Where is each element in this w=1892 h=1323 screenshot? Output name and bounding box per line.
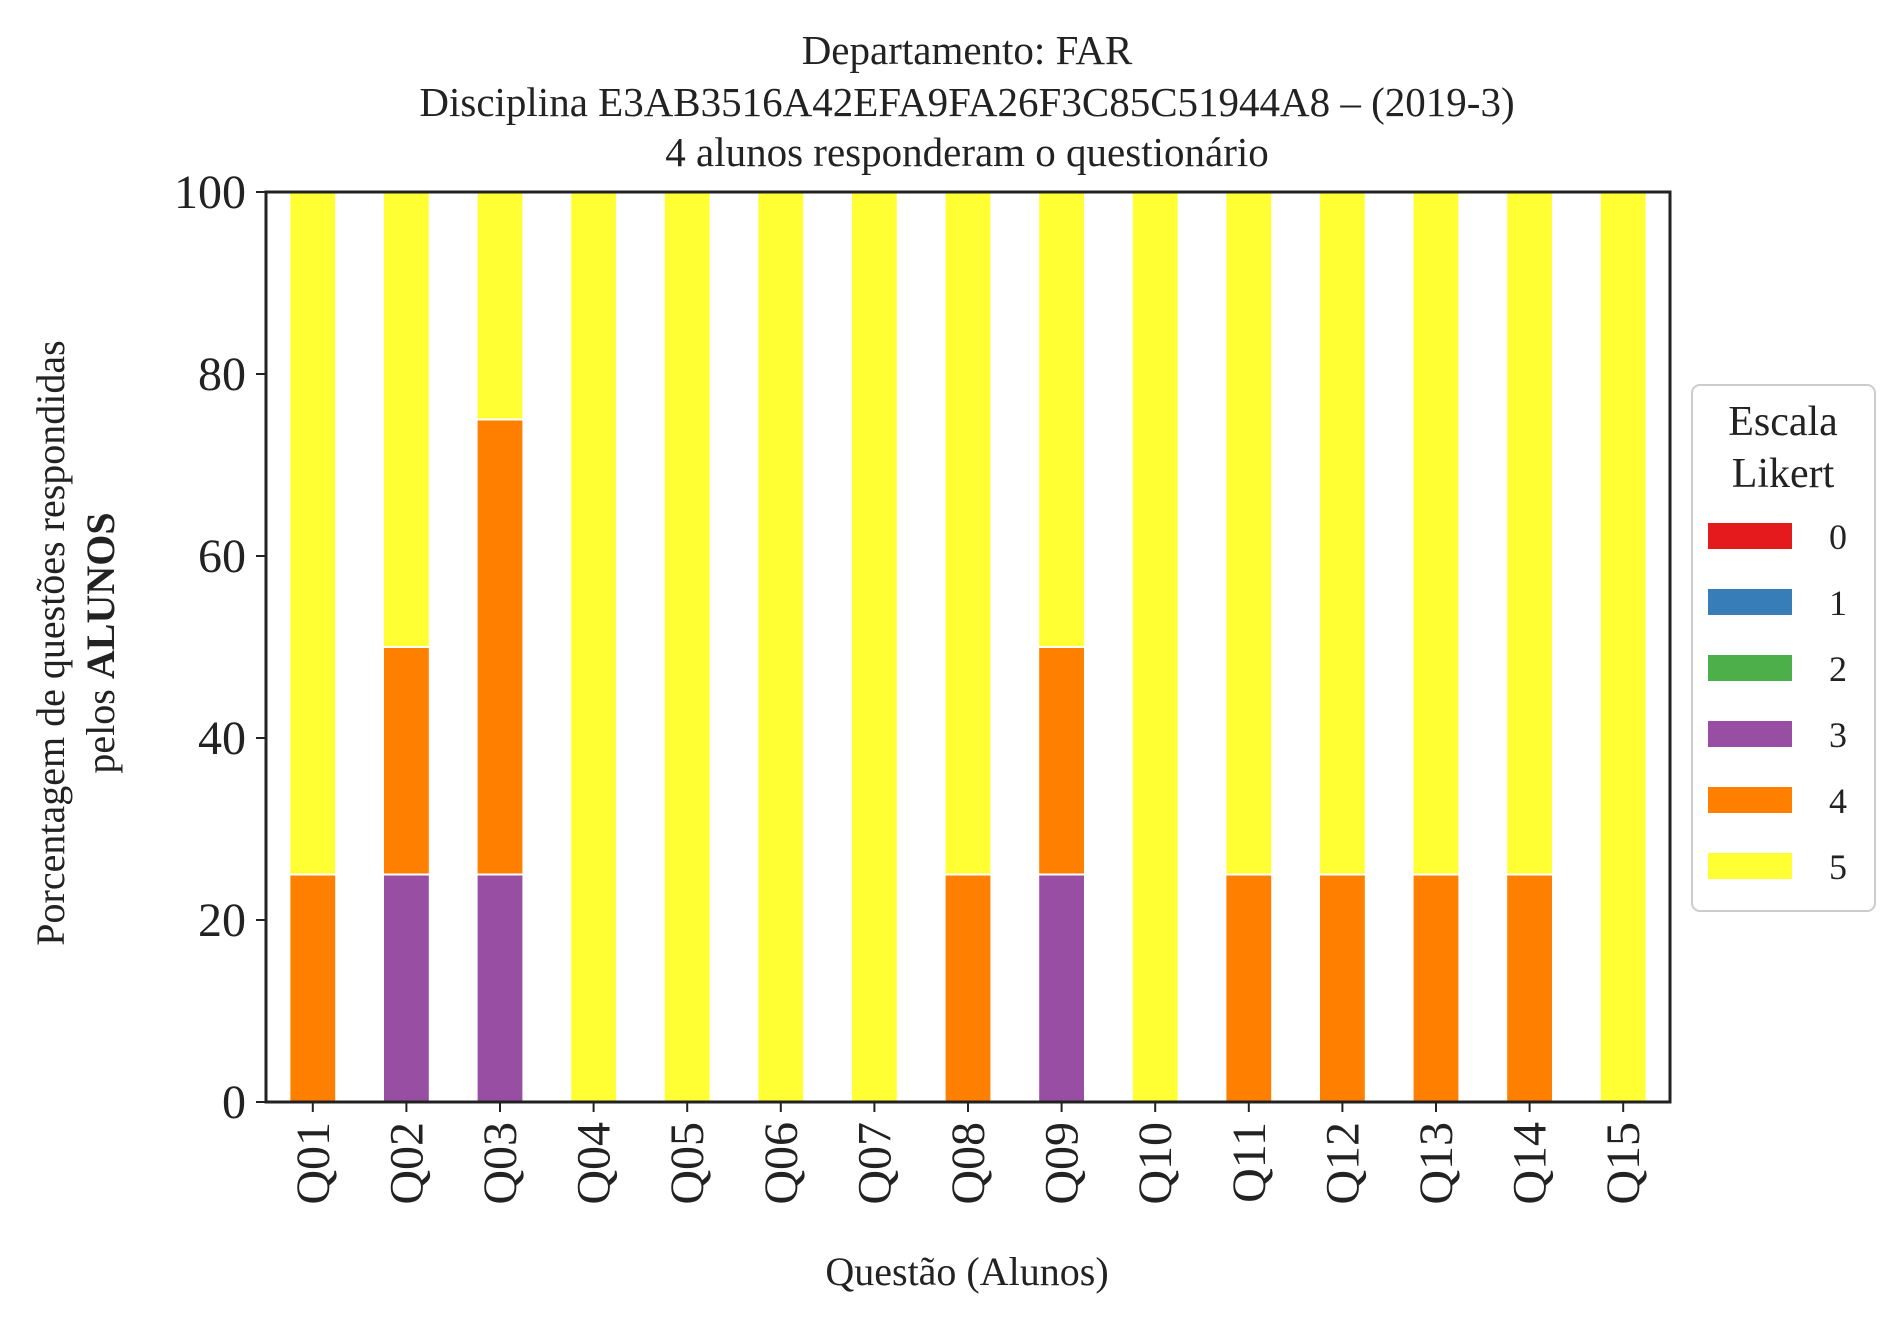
y-tick-label: 0 [222,1076,246,1129]
bar-q12-likert-5 [1318,191,1367,876]
bar-q13-likert-5 [1411,191,1461,876]
y-tick-label: 20 [198,894,246,947]
x-tick-label-q15: Q15 [1597,1122,1650,1205]
x-tick-label-q08: Q08 [942,1122,995,1205]
legend-items: 0 1 2 3 4 5 [1708,517,1847,887]
bar-q08-likert-5 [943,191,993,876]
x-tick-label-q11: Q11 [1223,1122,1276,1203]
chart-title: Departamento: FAR Disciplina E3AB3516A42… [419,27,1514,175]
y-axis-label-line-1: Porcentagem de questões respondidas [28,340,73,945]
x-axis-ticks: Q01 Q02 Q03 Q04 Q05 Q06 Q07 Q08 Q09 Q10 Q11 Q12 Q13 Q… [287,1102,1650,1205]
bar-q02-likert-3 [382,873,431,1103]
title-line-3: 4 alunos responderam o questionário [665,129,1268,175]
bar-q09-likert-3 [1037,873,1086,1103]
bar-q02-likert-4 [382,646,431,876]
legend-label-1: 1 [1829,583,1847,623]
x-tick-label-q05: Q05 [661,1122,714,1205]
x-tick-label-q07: Q07 [848,1122,901,1205]
x-tick-label-q01: Q01 [287,1122,340,1205]
bar-q03-likert-5 [475,191,525,421]
legend-label-2: 2 [1829,649,1847,689]
bar-q14-likert-4 [1505,873,1554,1103]
y-tick-label: 40 [198,712,246,765]
y-tick-label: 60 [198,530,246,583]
legend-swatch-4 [1708,787,1792,813]
legend-label-5: 5 [1829,847,1847,887]
bar-q03-likert-3 [475,873,525,1103]
bar-q04-likert-5 [569,191,619,1103]
bar-q11-likert-5 [1224,191,1274,876]
bar-q06-likert-5 [756,191,806,1103]
bar-q01-likert-5 [288,191,338,876]
legend-swatch-1 [1708,589,1792,615]
y-axis-ticks: 0 20 40 60 80 100 [174,166,266,1129]
x-tick-label-q10: Q10 [1129,1122,1182,1205]
bar-q14-likert-5 [1505,191,1554,876]
bar-q01-likert-4 [288,873,338,1103]
bars-group [288,191,1648,1103]
y-axis-label-line-2: pelos ALUNOS [78,512,123,773]
y-tick-label: 80 [198,348,246,401]
legend-title-line-1: Escala [1728,399,1838,445]
bar-q11-likert-4 [1224,873,1274,1103]
bar-q08-likert-4 [943,873,993,1103]
legend-swatch-5 [1708,853,1792,879]
x-tick-label-q12: Q12 [1316,1122,1369,1205]
bar-q09-likert-4 [1037,646,1086,876]
x-tick-label-q13: Q13 [1410,1122,1463,1205]
bar-q15-likert-5 [1598,191,1648,1103]
bar-q12-likert-4 [1318,873,1367,1103]
legend-box [1691,384,1876,912]
x-tick-label-q09: Q09 [1036,1122,1089,1205]
y-tick-label: 100 [174,166,246,219]
bar-q13-likert-4 [1411,873,1461,1103]
y-axis-label: Porcentagem de questões respondidas pelo… [28,340,123,945]
bar-q07-likert-5 [850,191,899,1103]
title-line-1: Departamento: FAR [802,27,1133,73]
legend-label-0: 0 [1829,517,1847,557]
title-line-2: Disciplina E3AB3516A42EFA9FA26F3C85C5194… [419,79,1514,125]
bar-q10-likert-5 [1130,191,1180,1103]
x-tick-label-q02: Q02 [380,1122,433,1205]
x-axis-label: Questão (Alunos) [825,1249,1108,1294]
plot-frame [264,190,1672,1104]
x-tick-label-q04: Q04 [568,1122,621,1205]
legend-label-4: 4 [1829,781,1847,821]
bar-q05-likert-5 [662,191,712,1103]
bar-q03-likert-4 [475,418,525,876]
legend: Escala Likert 0 1 2 3 4 5 [1691,384,1876,912]
legend-swatch-0 [1708,523,1792,549]
x-tick-label-q03: Q03 [474,1122,527,1205]
legend-title-line-2: Likert [1732,451,1835,497]
y-axis-label-bold: ALUNOS [78,512,123,679]
legend-swatch-3 [1708,721,1792,747]
x-tick-label-q14: Q14 [1504,1122,1557,1205]
x-tick-label-q06: Q06 [755,1122,808,1205]
bar-q09-likert-5 [1037,191,1086,648]
legend-swatch-2 [1708,655,1792,681]
legend-label-3: 3 [1829,715,1847,755]
y-axis-label-prefix: pelos [78,679,123,773]
bar-q02-likert-5 [382,191,431,648]
